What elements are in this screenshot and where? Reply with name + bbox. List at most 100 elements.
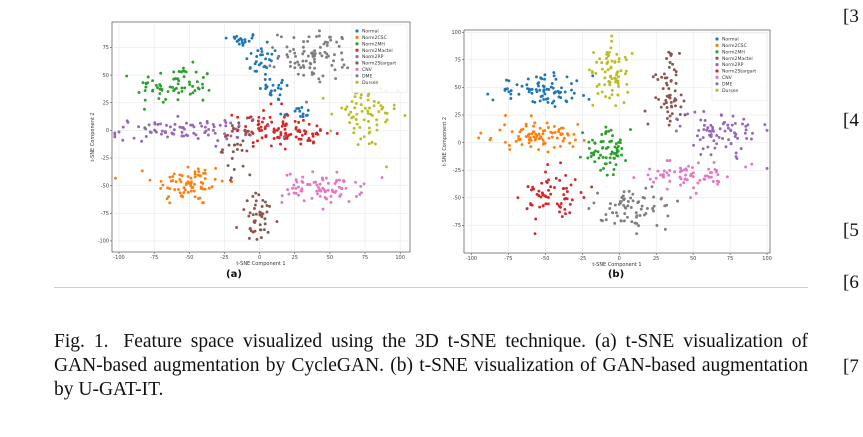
point-dursen <box>359 93 363 97</box>
point-dme <box>318 45 322 49</box>
point-dme <box>642 213 646 217</box>
point-norm2mh <box>187 80 191 84</box>
point-dursen <box>630 51 634 55</box>
point-norm2stargart <box>558 210 561 214</box>
point-norm2csc <box>168 187 172 191</box>
point-normal <box>297 107 301 110</box>
point-norm2mh <box>616 144 620 148</box>
point-dursen <box>608 96 612 100</box>
point-norm2mh <box>154 83 158 87</box>
point-dme <box>634 211 638 215</box>
point-dursen <box>355 112 359 116</box>
point-norm2csc <box>213 177 217 181</box>
point-normal <box>285 84 289 87</box>
point-norm2stargart <box>231 150 235 154</box>
point-cnv <box>665 171 669 175</box>
point-norm2stargart <box>260 205 264 208</box>
point-norm2stargart <box>562 193 566 197</box>
y-tick-label: 50 <box>103 73 109 79</box>
figure-divider <box>54 287 808 288</box>
x-axis-label: t-SNE Component 1 <box>236 261 285 267</box>
point-norm2stargart <box>248 227 252 230</box>
point-norm2stargart <box>261 198 265 202</box>
point-norm2csc <box>547 136 551 140</box>
point-dme <box>285 53 289 57</box>
point-norm2csc <box>191 185 195 189</box>
point-dme <box>626 215 629 219</box>
point-norm2mactel <box>258 129 262 133</box>
point-normal <box>552 71 556 75</box>
point-norm2mactel <box>662 102 666 106</box>
x-tick-label: 50 <box>327 255 333 261</box>
point-norm2csc <box>517 138 521 142</box>
legend-marker <box>715 82 719 86</box>
point-dursen <box>624 58 628 62</box>
point-norm2csc <box>546 150 550 154</box>
point-dme <box>652 209 655 213</box>
point-norm2rp <box>709 123 713 127</box>
point-cnv <box>294 191 298 195</box>
point-norm2stargart <box>590 185 594 189</box>
legend-box <box>351 24 408 93</box>
point-norm2mh <box>176 77 180 81</box>
point-norm2rp <box>282 135 286 139</box>
point-norm2rp <box>733 121 737 125</box>
point-norm2rp <box>185 121 188 125</box>
point-norm2mh <box>601 155 605 159</box>
point-normal <box>546 97 550 100</box>
y-tick-label: 100 <box>451 30 461 36</box>
point-dursen <box>353 95 357 99</box>
point-normal <box>587 97 591 101</box>
point-norm2csc <box>503 123 507 127</box>
point-cnv <box>333 191 337 194</box>
point-cnv <box>705 174 709 178</box>
point-norm2csc <box>207 186 211 190</box>
point-normal <box>233 36 237 40</box>
point-dursen <box>600 61 604 65</box>
point-norm2stargart <box>553 185 556 189</box>
point-dme <box>292 47 296 51</box>
point-norm2rp <box>733 131 736 135</box>
point-norm2stargart <box>268 204 271 208</box>
point-cnv <box>659 173 663 177</box>
point-norm2mh <box>605 173 609 177</box>
point-norm2csc <box>180 174 184 178</box>
point-norm2stargart <box>258 213 262 217</box>
point-dme <box>279 35 283 39</box>
point-dursen <box>375 118 379 122</box>
point-cnv <box>648 167 652 171</box>
point-normal <box>552 99 556 103</box>
point-norm2mactel <box>683 113 687 117</box>
point-dursen <box>600 67 604 71</box>
point-norm2stargart <box>533 232 537 236</box>
point-norm2csc <box>533 121 537 125</box>
point-dursen <box>597 82 601 86</box>
point-norm2rp <box>702 128 706 132</box>
point-norm2rp <box>196 137 200 140</box>
point-dursen <box>372 104 376 108</box>
point-dme <box>306 39 310 43</box>
point-dursen <box>609 66 613 70</box>
point-norm2csc <box>198 196 202 200</box>
point-cnv <box>691 166 694 169</box>
point-normal <box>224 36 228 40</box>
point-norm2csc <box>557 127 561 131</box>
point-norm2csc <box>568 141 572 145</box>
point-norm2stargart <box>538 205 542 209</box>
point-norm2csc <box>551 131 554 135</box>
point-norm2mh <box>593 160 597 164</box>
point-dursen <box>348 121 352 125</box>
point-norm2mactel <box>669 79 673 82</box>
point-norm2stargart <box>230 156 234 160</box>
point-dme <box>629 196 633 200</box>
point-dme <box>276 56 280 60</box>
point-norm2rp <box>674 129 678 133</box>
point-norm2mactel <box>285 136 289 140</box>
point-norm2mactel <box>269 102 273 106</box>
point-cnv <box>299 189 303 193</box>
point-dme <box>301 59 305 63</box>
point-cnv <box>711 180 715 183</box>
point-norm2mh <box>589 151 593 155</box>
point-norm2stargart <box>275 220 279 224</box>
point-dursen <box>622 101 626 105</box>
